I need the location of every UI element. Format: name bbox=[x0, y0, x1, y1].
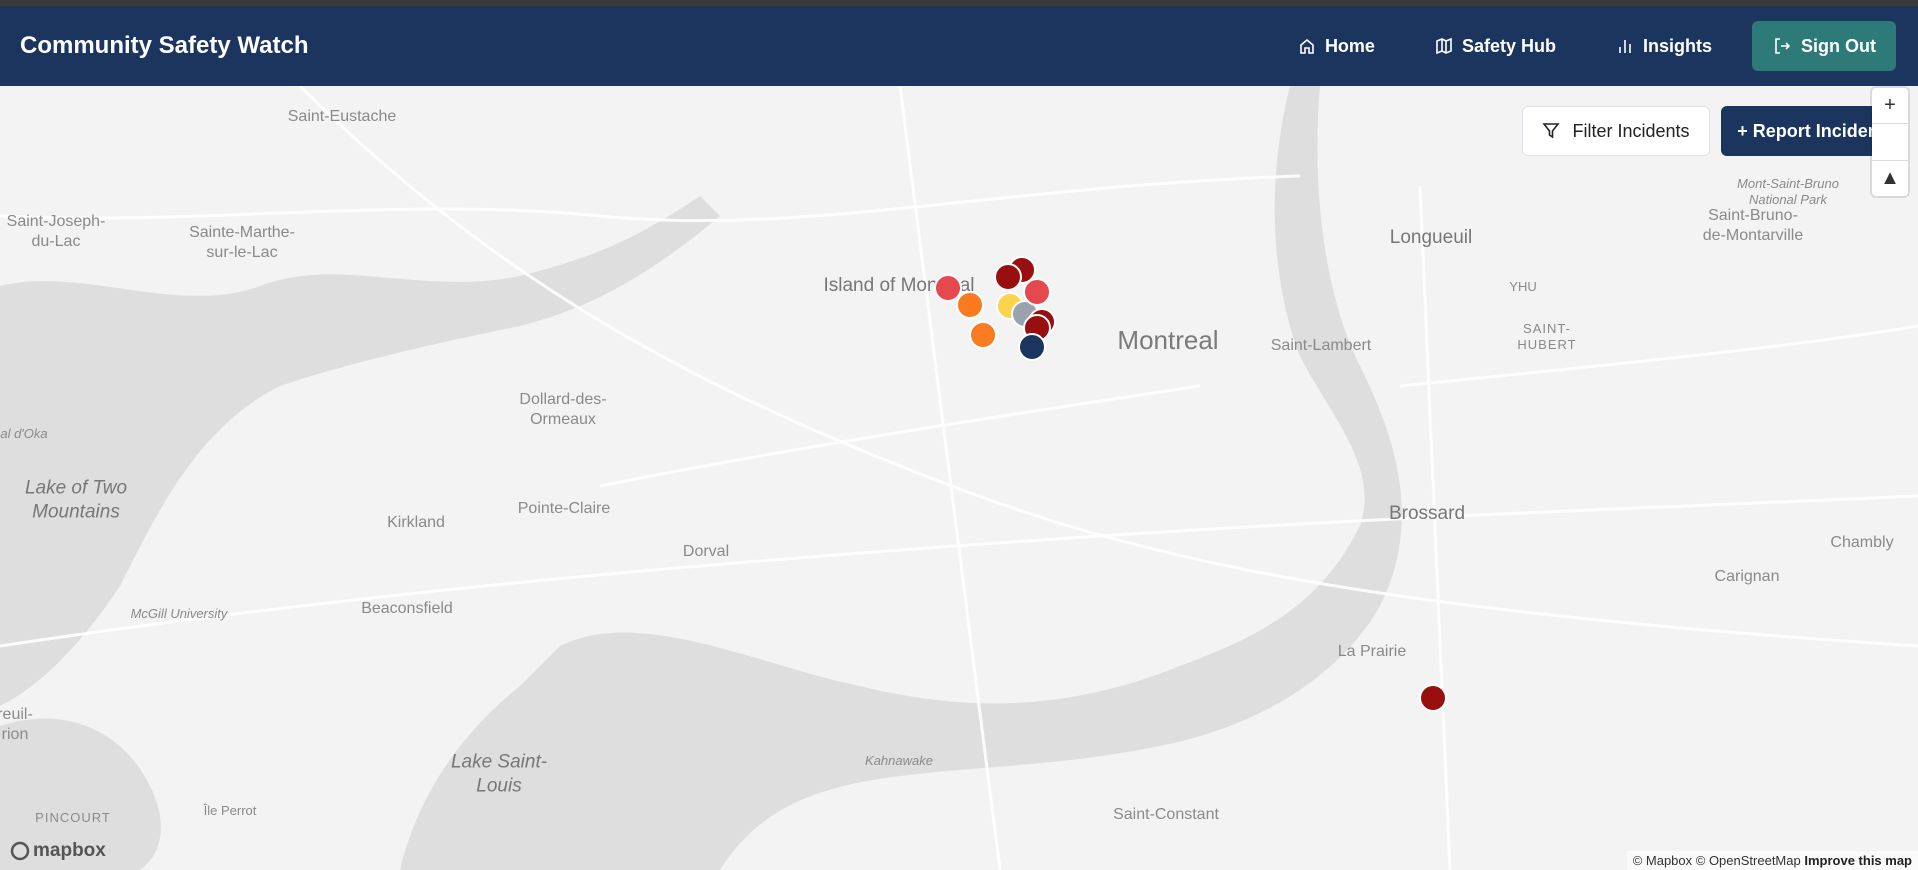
incident-marker[interactable] bbox=[1023, 278, 1051, 306]
map-label-sainte-marthe: Sainte-Marthe- sur-le-Lac bbox=[189, 224, 295, 261]
main-nav: Home Safety Hub Insights Sign Out bbox=[1268, 21, 1896, 71]
incident-marker[interactable] bbox=[1018, 333, 1046, 361]
map-label-saint-hubert: SAINT- HUBERT bbox=[1517, 320, 1577, 352]
sign-out-label: Sign Out bbox=[1801, 35, 1876, 56]
map-label-dorval: Dorval bbox=[682, 543, 730, 560]
sign-out-button[interactable]: Sign Out bbox=[1752, 21, 1896, 71]
nav-home-label: Home bbox=[1324, 35, 1375, 56]
mapbox-logo[interactable]: mapbox bbox=[10, 840, 106, 862]
map-label-saint-joseph: Saint-Joseph- du-Lac bbox=[6, 213, 106, 250]
incident-marker[interactable] bbox=[956, 291, 984, 319]
attribution-text[interactable]: © Mapbox © OpenStreetMap bbox=[1632, 853, 1801, 868]
improve-map-link[interactable]: Improve this map bbox=[1804, 853, 1912, 868]
map-basemap bbox=[0, 86, 1918, 870]
app-header: Community Safety Watch Home Safety Hub I… bbox=[0, 6, 1918, 86]
map-label-saint-lambert: Saint-Lambert bbox=[1270, 337, 1372, 354]
map-label-beaconsfield: Beaconsfield bbox=[361, 600, 453, 617]
zoom-out-button[interactable] bbox=[1872, 124, 1908, 161]
map-label-mcgill: McGill University bbox=[130, 605, 228, 621]
incident-marker[interactable] bbox=[969, 321, 997, 349]
map-label-chambly: Chambly bbox=[1830, 534, 1894, 551]
incident-marker[interactable] bbox=[1419, 684, 1447, 712]
map-label-lake-two-mountains: Lake of Two Mountains bbox=[24, 477, 128, 522]
mapbox-logo-icon bbox=[10, 841, 30, 861]
nav-safety-hub[interactable]: Safety Hub bbox=[1405, 36, 1586, 57]
map-label-pointe-claire: Pointe-Claire bbox=[517, 500, 611, 517]
compass-button[interactable]: ▲ bbox=[1880, 166, 1900, 189]
map-label-yhu: YHU bbox=[1509, 278, 1537, 294]
map-label-oka: al d'Oka bbox=[0, 425, 48, 441]
map-label-pincourt: PINCOURT bbox=[35, 809, 111, 825]
map-label-montreal: Montreal bbox=[1117, 324, 1219, 355]
map-label-kirkland: Kirkland bbox=[387, 514, 445, 531]
filter-incidents-button[interactable]: Filter Incidents bbox=[1522, 106, 1710, 156]
mapbox-logo-text: mapbox bbox=[33, 840, 106, 861]
map-label-saint-bruno: Saint-Bruno- de-Montarville bbox=[1702, 207, 1804, 244]
map-label-vaudreuil: reuil- rion bbox=[0, 706, 33, 743]
map-label-ile-perrot: Île Perrot bbox=[203, 802, 257, 818]
incident-map[interactable]: Saint-Eustache Saint-Joseph- du-Lac Sain… bbox=[0, 86, 1918, 870]
map-attribution: © Mapbox © OpenStreetMap Improve this ma… bbox=[1626, 851, 1918, 870]
map-label-lake-saint-louis: Lake Saint- Louis bbox=[450, 751, 548, 796]
map-icon bbox=[1436, 37, 1452, 55]
report-incident-button[interactable]: + Report Incident bbox=[1721, 106, 1901, 156]
map-label-longueuil: Longueuil bbox=[1389, 227, 1473, 249]
home-icon bbox=[1300, 38, 1314, 54]
map-zoom-controls: + ▲ bbox=[1872, 88, 1908, 196]
filter-incidents-label: Filter Incidents bbox=[1572, 120, 1690, 141]
map-label-dollard: Dollard-des- Ormeaux bbox=[519, 391, 607, 428]
window-top-strip bbox=[0, 0, 1918, 6]
filter-icon bbox=[1542, 123, 1561, 139]
sign-out-icon bbox=[1775, 38, 1791, 54]
nav-safety-hub-label: Safety Hub bbox=[1461, 35, 1556, 56]
nav-insights-label: Insights bbox=[1642, 35, 1712, 56]
map-label-mont-saint-bruno: Mont-Saint-Bruno National Park bbox=[1737, 175, 1839, 207]
nav-insights[interactable]: Insights bbox=[1586, 36, 1742, 57]
nav-home[interactable]: Home bbox=[1268, 36, 1405, 57]
map-label-saint-eustache: Saint-Eustache bbox=[287, 108, 397, 125]
map-label-kahnawake: Kahnawake bbox=[865, 752, 933, 768]
zoom-in-button[interactable]: + bbox=[1872, 88, 1908, 125]
map-label-saint-constant: Saint-Constant bbox=[1113, 806, 1219, 823]
app-title: Community Safety Watch bbox=[20, 32, 309, 59]
map-label-brossard: Brossard bbox=[1388, 503, 1466, 525]
map-label-la-prairie: La Prairie bbox=[1337, 643, 1407, 660]
map-label-carignan: Carignan bbox=[1714, 568, 1780, 585]
incident-marker[interactable] bbox=[994, 263, 1022, 291]
bar-chart-icon bbox=[1619, 40, 1631, 53]
